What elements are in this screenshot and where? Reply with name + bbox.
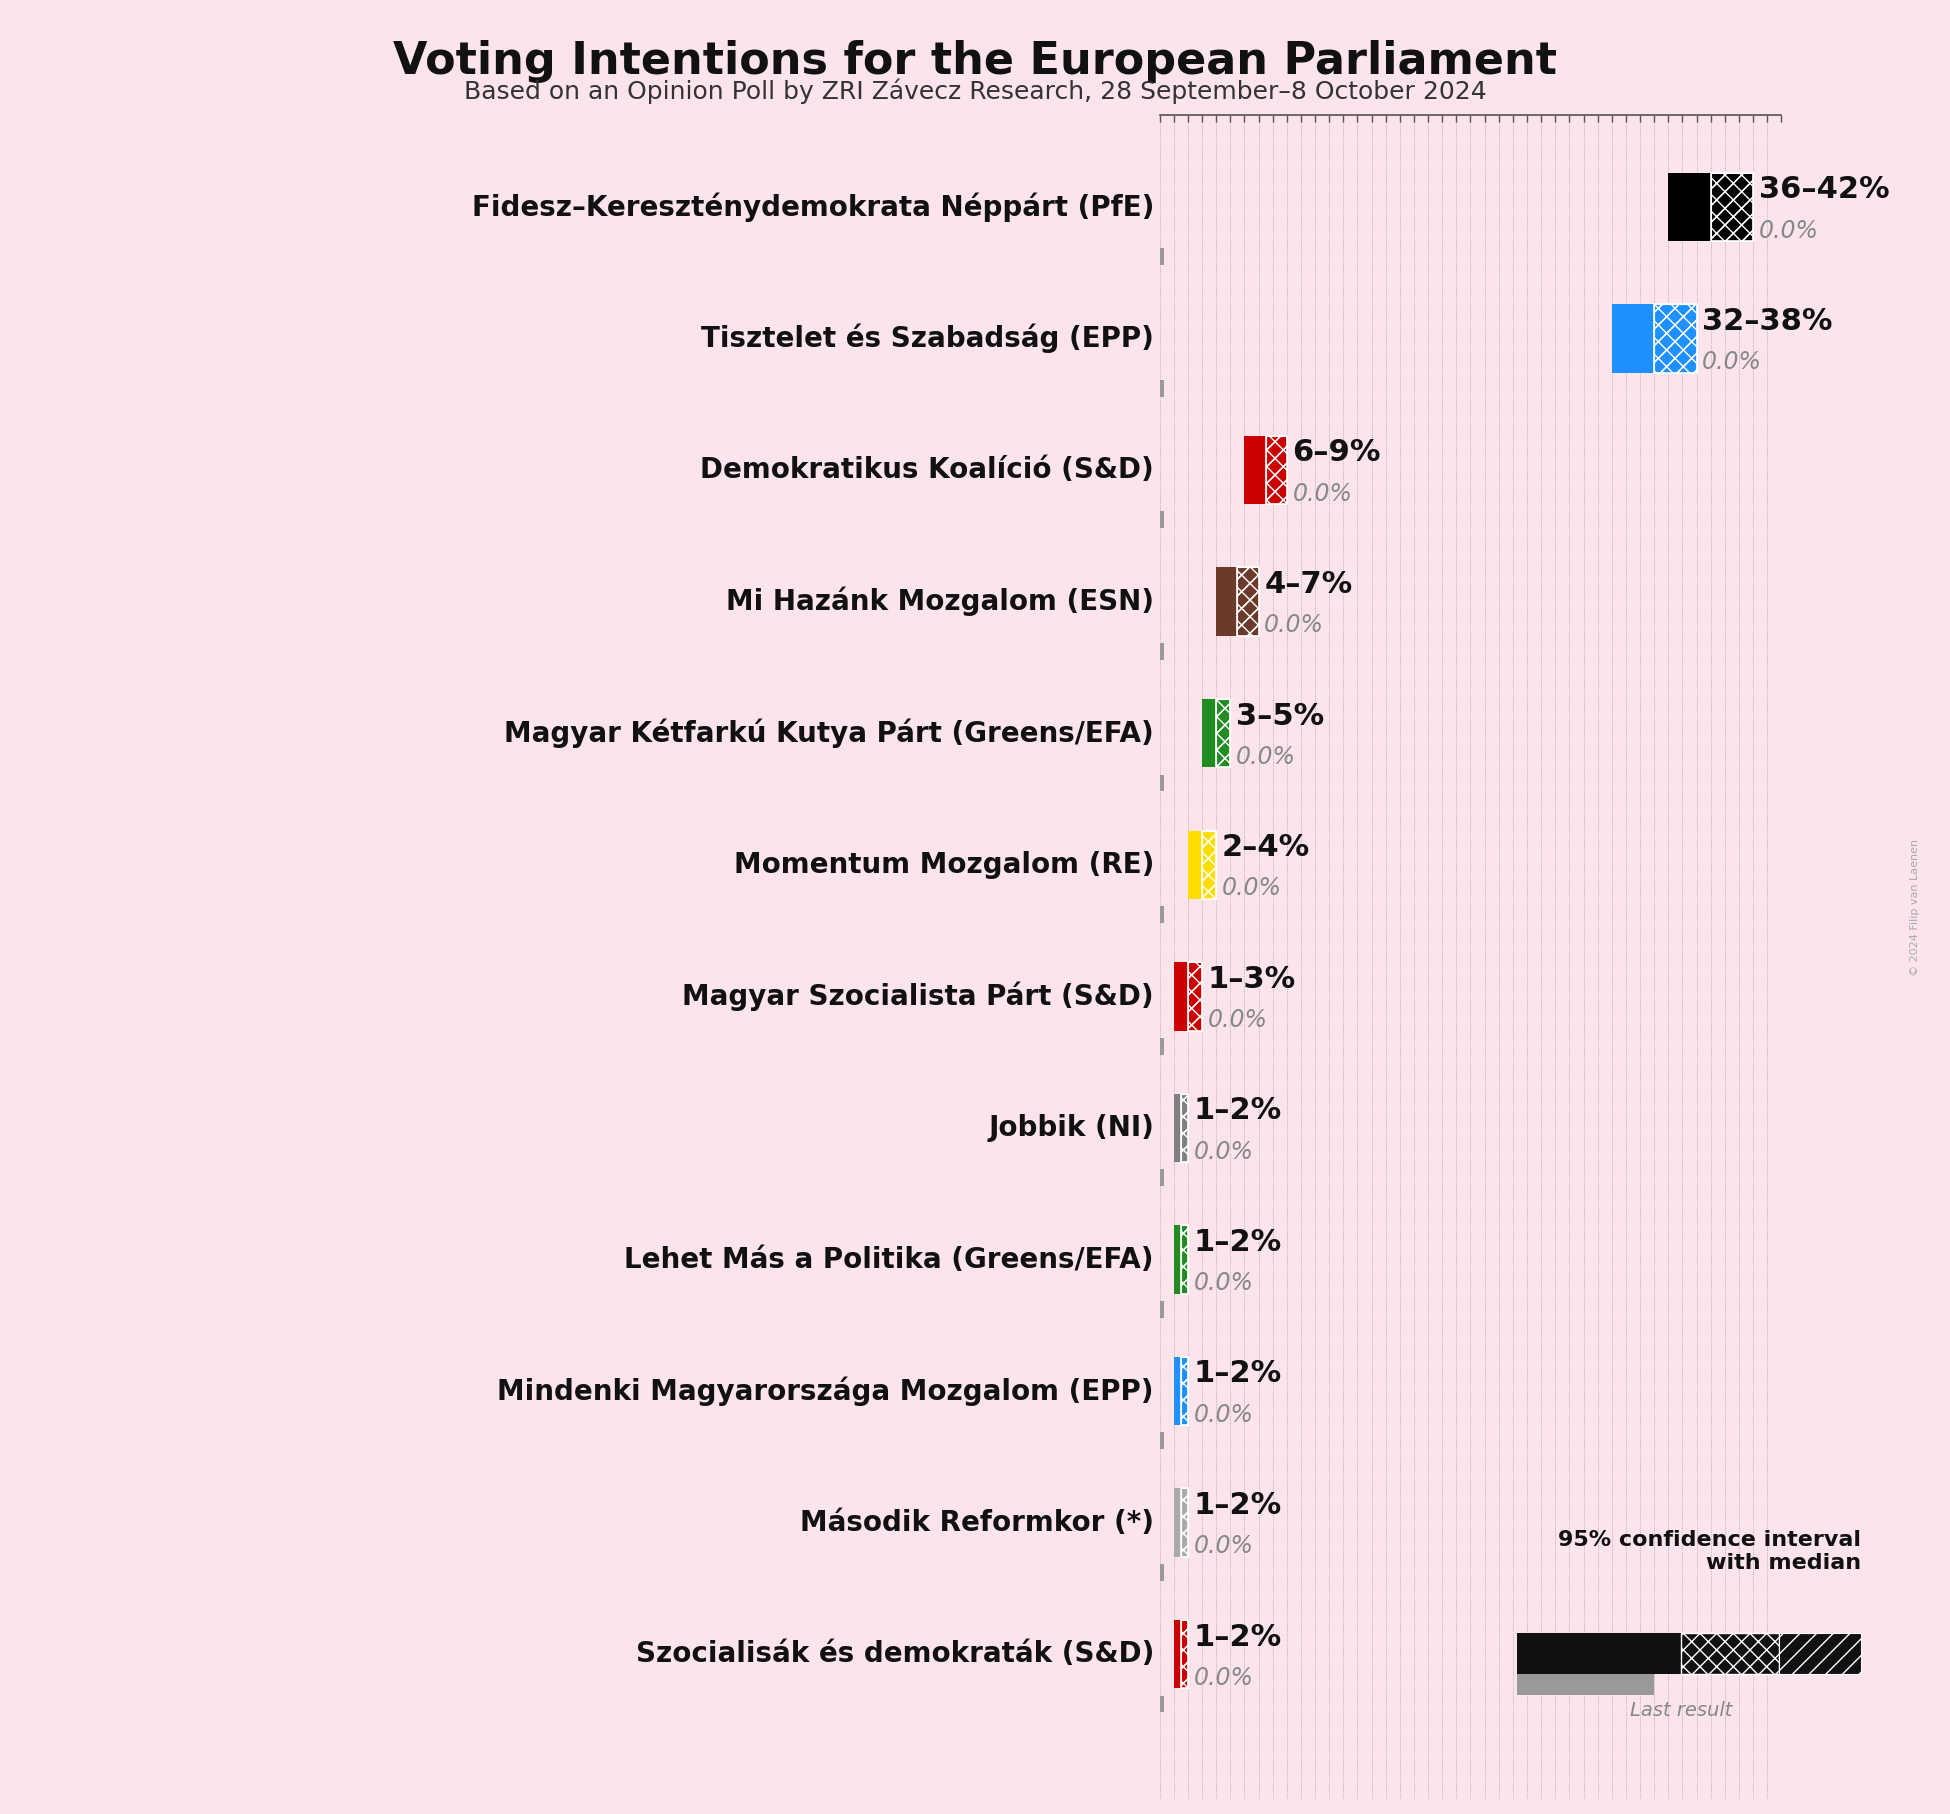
Bar (1160, 1564, 1164, 1580)
Bar (1188, 831, 1201, 900)
Bar (1188, 961, 1201, 1030)
Bar (1217, 698, 1230, 767)
Bar (1201, 831, 1217, 900)
Bar (1238, 568, 1258, 637)
Text: Szocialisák és demokraták (S&D): Szocialisák és demokraták (S&D) (636, 1640, 1154, 1669)
Text: Második Reformkor (*): Második Reformkor (*) (800, 1509, 1154, 1536)
Bar (1182, 1357, 1188, 1426)
Text: 32–38%: 32–38% (1702, 307, 1833, 336)
Text: 1–2%: 1–2% (1193, 1096, 1281, 1125)
Bar (1174, 961, 1188, 1030)
Text: 1–2%: 1–2% (1193, 1228, 1281, 1257)
Bar (1160, 249, 1164, 265)
Text: Jobbik (NI): Jobbik (NI) (989, 1114, 1154, 1143)
Text: Magyar Szocialista Párt (S&D): Magyar Szocialista Párt (S&D) (682, 981, 1154, 1010)
Bar (1217, 568, 1238, 637)
Bar (1182, 1489, 1188, 1556)
Bar (1182, 1094, 1188, 1163)
Text: 1–2%: 1–2% (1193, 1491, 1281, 1520)
Bar (1182, 1094, 1188, 1163)
Bar (1174, 1224, 1182, 1293)
Bar (1160, 1433, 1164, 1449)
Bar (1778, 1633, 1860, 1674)
Text: 95% confidence interval
with median: 95% confidence interval with median (1558, 1529, 1860, 1573)
Text: Tisztelet és Szabadság (EPP): Tisztelet és Szabadság (EPP) (702, 323, 1154, 354)
Bar (1182, 1224, 1188, 1293)
Bar (1238, 568, 1258, 637)
Text: Demokratikus Koalíció (S&D): Demokratikus Koalíció (S&D) (700, 455, 1154, 484)
Bar (1160, 775, 1164, 791)
Text: Magyar Kétfarkú Kutya Párt (Greens/EFA): Magyar Kétfarkú Kutya Párt (Greens/EFA) (505, 718, 1154, 747)
Text: Lehet Más a Politika (Greens/EFA): Lehet Más a Politika (Greens/EFA) (624, 1246, 1154, 1273)
Bar (1266, 435, 1287, 504)
Text: 0.0%: 0.0% (1193, 1272, 1254, 1295)
Bar (1244, 435, 1266, 504)
Bar (1266, 435, 1287, 504)
Bar (1217, 698, 1230, 767)
Bar (1654, 305, 1696, 372)
Bar (1174, 1357, 1182, 1426)
Bar (1160, 379, 1164, 397)
Bar (1201, 698, 1217, 767)
Text: 0.0%: 0.0% (1193, 1402, 1254, 1428)
Text: Mindenki Magyarországa Mozgalom (EPP): Mindenki Magyarországa Mozgalom (EPP) (497, 1377, 1154, 1406)
Text: 0.0%: 0.0% (1193, 1535, 1254, 1558)
Text: 1–2%: 1–2% (1193, 1359, 1281, 1388)
Text: Momentum Mozgalom (RE): Momentum Mozgalom (RE) (733, 851, 1154, 878)
Bar (1160, 512, 1164, 528)
Bar (1182, 1224, 1188, 1293)
Text: 4–7%: 4–7% (1264, 570, 1353, 599)
Text: Voting Intentions for the European Parliament: Voting Intentions for the European Parli… (394, 40, 1556, 83)
Text: 0.0%: 0.0% (1759, 218, 1819, 243)
Text: 2–4%: 2–4% (1223, 833, 1310, 862)
Bar (1710, 172, 1753, 241)
Bar (1517, 1674, 1654, 1694)
Bar (1174, 1489, 1182, 1556)
Bar (1681, 1633, 1778, 1674)
Bar (1160, 1038, 1164, 1054)
Text: 0.0%: 0.0% (1207, 1009, 1268, 1032)
Bar (1201, 831, 1217, 900)
Text: 0.0%: 0.0% (1236, 746, 1297, 769)
Bar (1182, 1620, 1188, 1689)
Text: 6–9%: 6–9% (1293, 439, 1381, 468)
Text: Mi Hazánk Mozgalom (ESN): Mi Hazánk Mozgalom (ESN) (725, 588, 1154, 617)
Bar (1160, 642, 1164, 660)
Text: 0.0%: 0.0% (1223, 876, 1281, 900)
Bar (1182, 1620, 1188, 1689)
Bar (1613, 305, 1654, 372)
Text: © 2024 Filip van Laenen: © 2024 Filip van Laenen (1909, 838, 1921, 976)
Bar (1654, 305, 1696, 372)
Text: 3–5%: 3–5% (1236, 702, 1324, 731)
Text: 0.0%: 0.0% (1264, 613, 1324, 637)
Text: Last result: Last result (1630, 1702, 1732, 1720)
Bar (1188, 961, 1201, 1030)
Bar (1160, 1696, 1164, 1712)
Bar (1182, 1357, 1188, 1426)
Text: Based on an Opinion Poll by ZRI Závecz Research, 28 September–8 October 2024: Based on an Opinion Poll by ZRI Závecz R… (464, 78, 1486, 103)
Text: 1–3%: 1–3% (1207, 965, 1297, 994)
Text: 0.0%: 0.0% (1702, 350, 1763, 374)
Bar (1174, 1620, 1182, 1689)
Bar (1710, 172, 1753, 241)
Text: 0.0%: 0.0% (1293, 483, 1353, 506)
Bar (1160, 1170, 1164, 1186)
Text: 36–42%: 36–42% (1759, 176, 1890, 205)
Bar (1182, 1489, 1188, 1556)
Bar (1174, 1094, 1182, 1163)
Text: 1–2%: 1–2% (1193, 1624, 1281, 1653)
Bar (1160, 1301, 1164, 1317)
Bar (1160, 907, 1164, 923)
Text: 0.0%: 0.0% (1193, 1665, 1254, 1691)
Bar (1517, 1633, 1681, 1674)
Bar (1669, 172, 1710, 241)
Text: 0.0%: 0.0% (1193, 1139, 1254, 1163)
Text: Fidesz–Kereszténydemokrata Néppárt (PfE): Fidesz–Kereszténydemokrata Néppárt (PfE) (472, 192, 1154, 221)
